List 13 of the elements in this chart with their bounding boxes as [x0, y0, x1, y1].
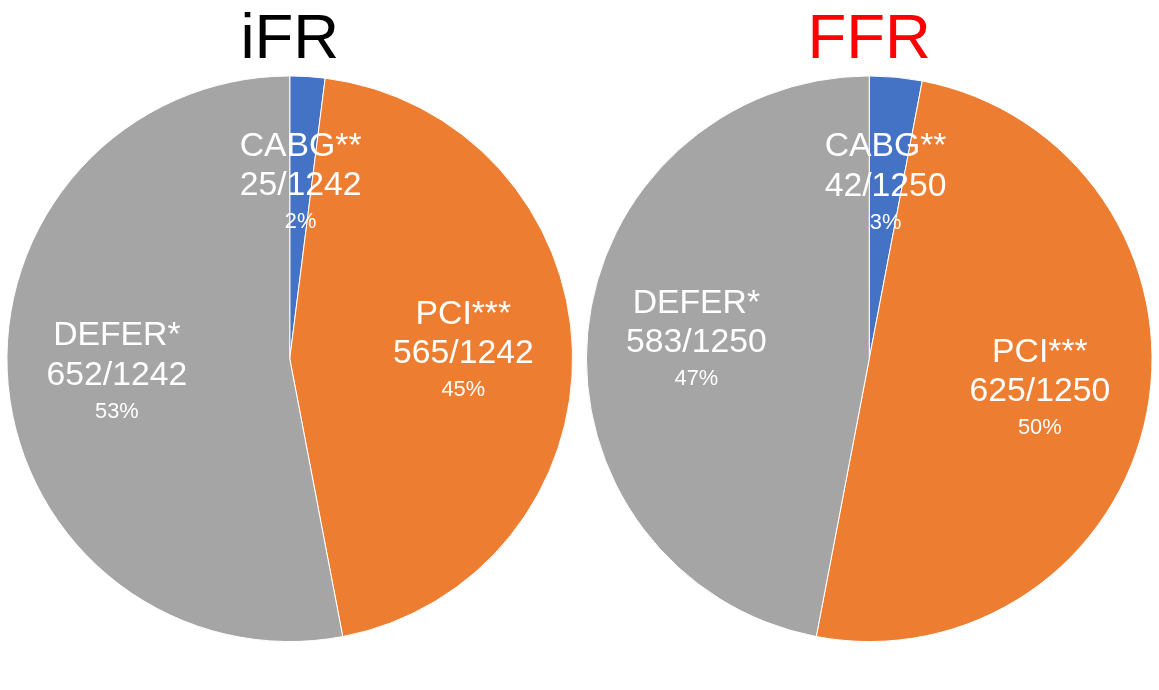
- text: 583/1250 47%: [626, 321, 767, 391]
- slice-label: DEFER*: [53, 314, 181, 353]
- text: 625/1250 50%: [969, 370, 1111, 439]
- chart-title: iFR: [240, 1, 340, 72]
- text: 652/1242 53%: [46, 354, 188, 423]
- slice-label: PCI***: [992, 330, 1088, 369]
- text: 565/1242 45%: [393, 332, 534, 401]
- slice-label: CABG**: [239, 124, 362, 163]
- chart-title: FFR: [807, 1, 931, 72]
- slice-label: DEFER*: [632, 281, 761, 320]
- slice-label: CABG**: [824, 125, 947, 164]
- text: 25/1242 2%: [239, 164, 362, 234]
- slice-label: PCI***: [415, 292, 512, 331]
